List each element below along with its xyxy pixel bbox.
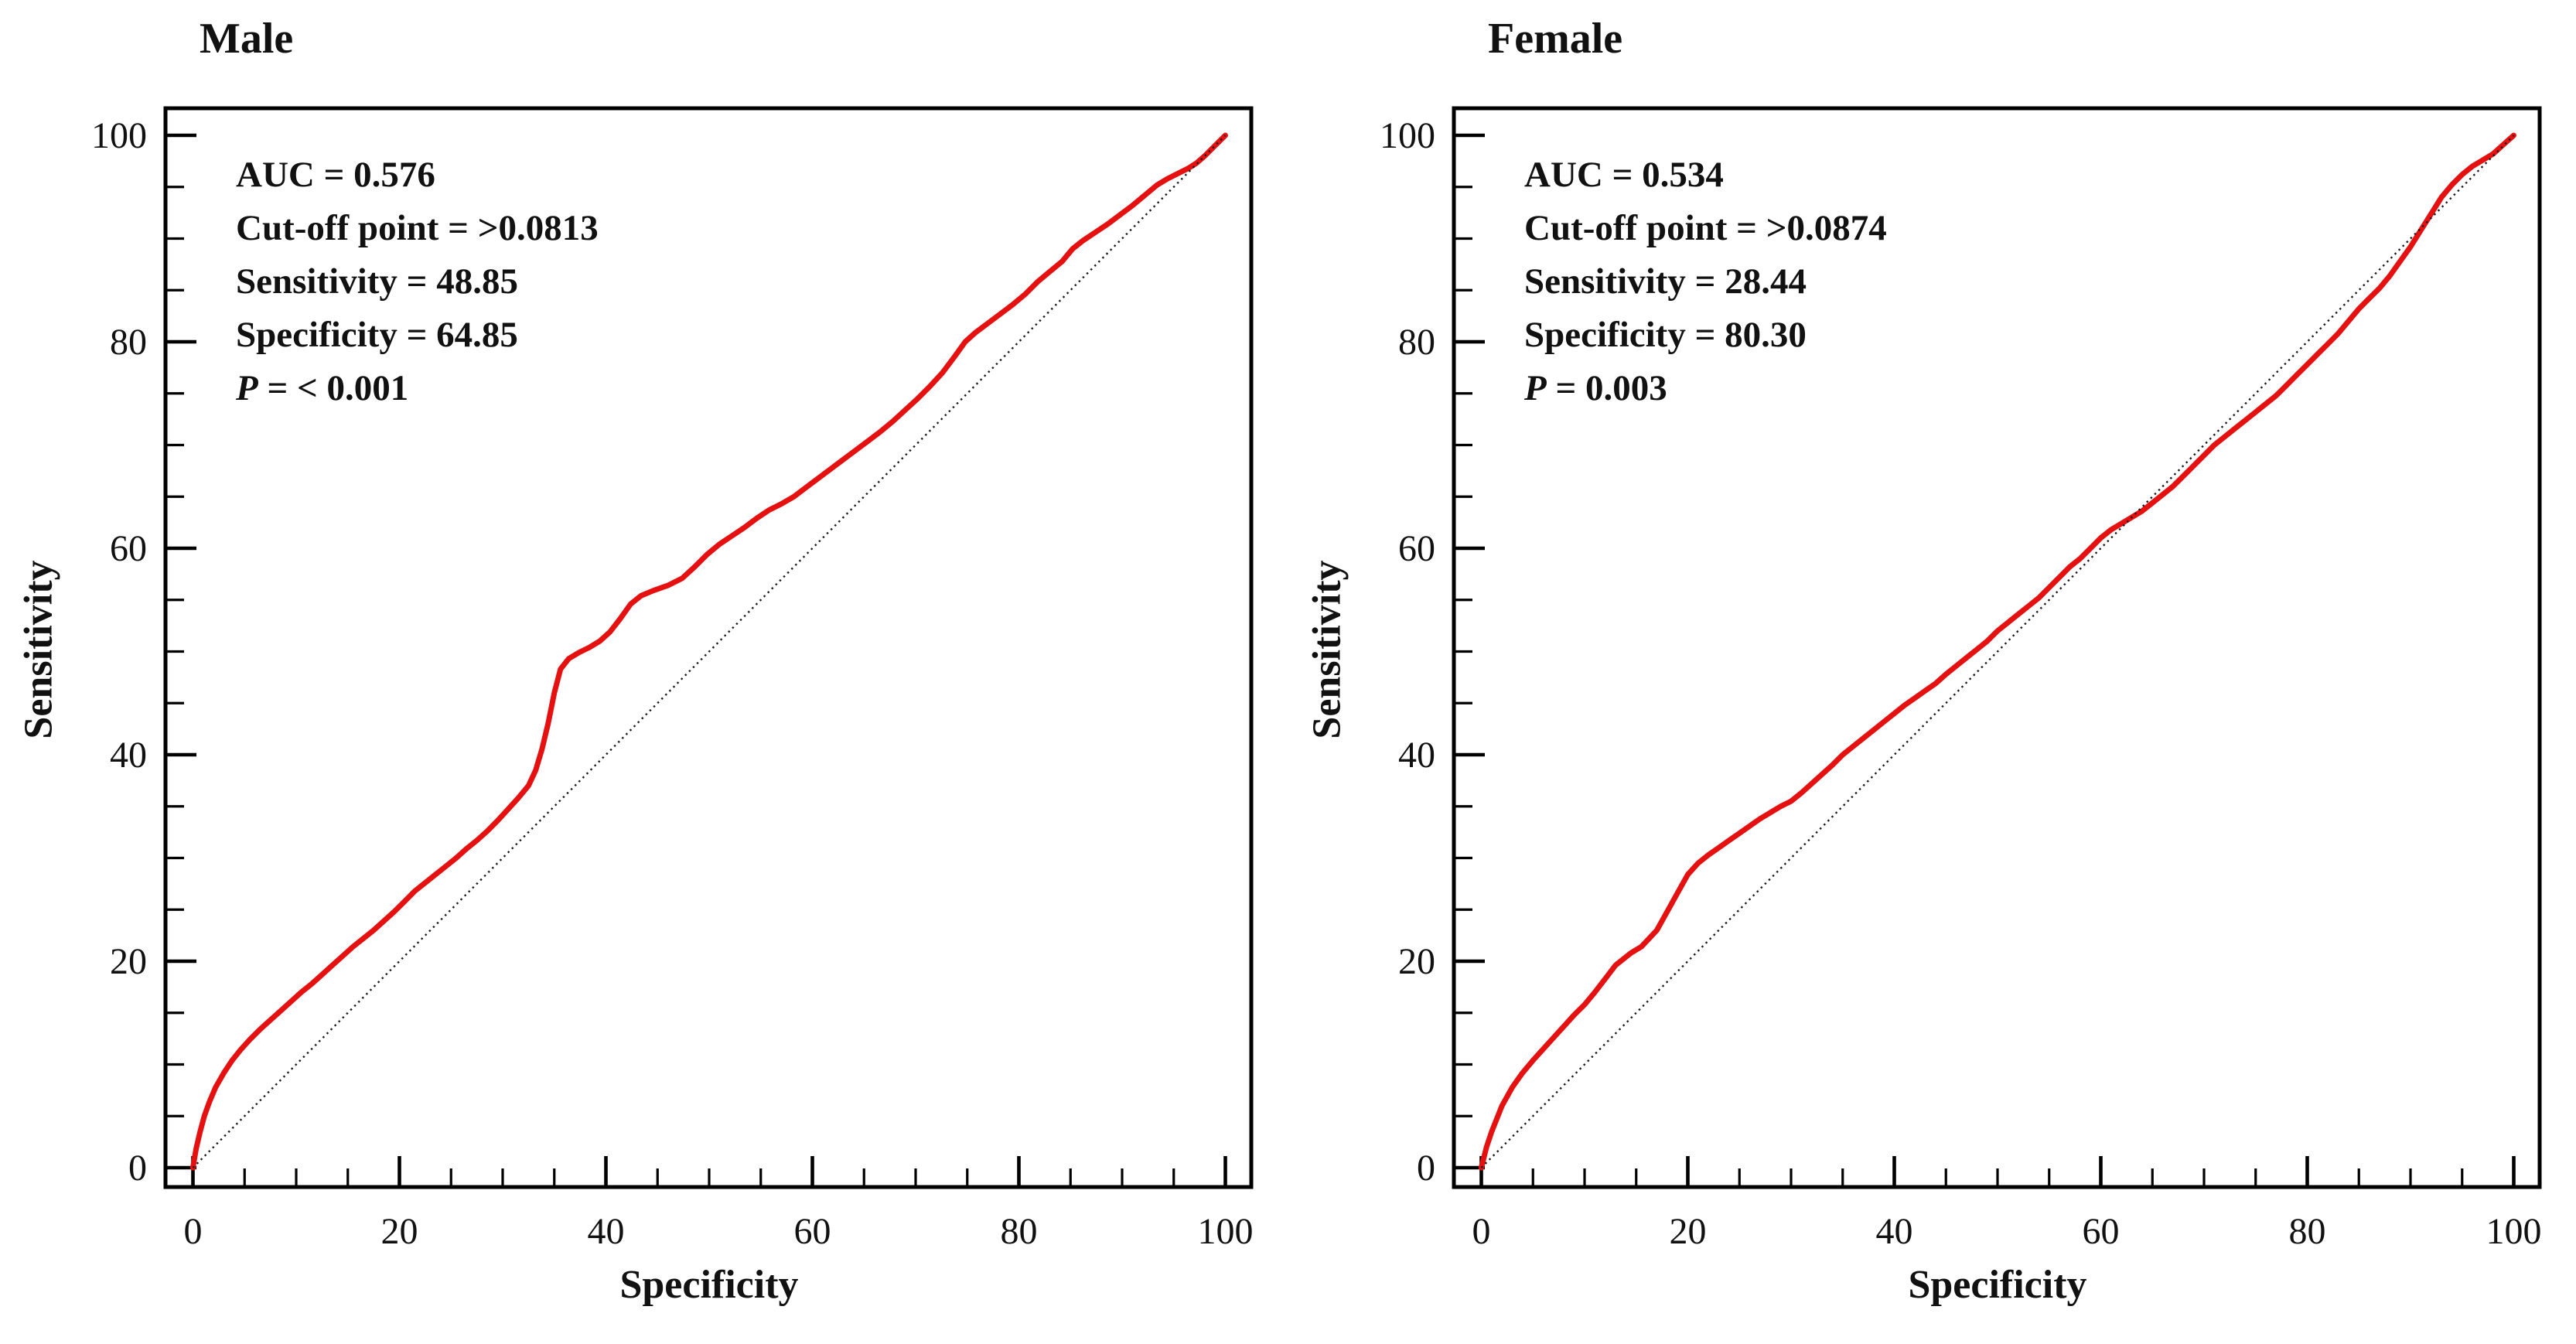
x-tick-label: 80: [2289, 1211, 2326, 1252]
x-tick-label: 20: [381, 1211, 418, 1252]
y-tick-label: 60: [1398, 528, 1435, 569]
annotation-specificity: Specificity = 64.85: [236, 315, 518, 355]
x-tick-label: 20: [1670, 1211, 1707, 1252]
stats-annotation-female: AUC = 0.534 Cut-off point = >0.0874 Sens…: [1524, 148, 1887, 415]
y-tick-label: 100: [1380, 115, 1435, 156]
x-tick-label: 80: [1001, 1211, 1038, 1252]
y-tick-label: 100: [91, 115, 147, 156]
annotation-p-value: P = 0.003: [1524, 362, 1887, 415]
annotation-cutoff: Cut-off point = >0.0874: [1524, 208, 1887, 248]
annotation-specificity: Specificity = 80.30: [1524, 315, 1807, 355]
x-tick-label: 60: [2083, 1211, 2120, 1252]
y-axis-label-female: Sensitivity: [1305, 560, 1349, 739]
x-tick-label: 40: [588, 1211, 625, 1252]
panel-female: 0 20 40 60 80 100 0 20 40 60 80 100 Female Sensitiv…: [1288, 0, 2576, 1344]
reference-diagonal: [192, 135, 1227, 1168]
x-tick-label: 60: [794, 1211, 831, 1252]
annotation-cutoff: Cut-off point = >0.0813: [236, 208, 599, 248]
p-symbol: P: [1524, 368, 1547, 408]
y-tick-label: 20: [1398, 941, 1435, 982]
x-axis-label-male: Specificity: [619, 1263, 799, 1307]
x-tick-label: 100: [1198, 1211, 1254, 1252]
y-tick-label: 20: [110, 941, 147, 982]
y-tick-label: 40: [1398, 735, 1435, 776]
panel-male: 0 20 40 60 80 100 0 20 40 60 80 100 Male Sensitivit…: [16, 15, 1254, 1307]
annotation-p-value: P = < 0.001: [236, 362, 599, 415]
plot-border: [1452, 106, 2542, 1189]
x-tick-label: 0: [1472, 1211, 1491, 1252]
annotation-sensitivity: Sensitivity = 28.44: [1524, 261, 1807, 302]
y-axis-label-male: Sensitivity: [16, 560, 61, 739]
y-tick-label: 80: [110, 322, 147, 363]
annotation-auc: AUC = 0.534: [1524, 155, 1724, 195]
y-tick-label: 0: [1417, 1148, 1435, 1189]
x-tick-label: 40: [1876, 1211, 1913, 1252]
roc-curve: [1479, 132, 2516, 1171]
p-value-text: = 0.003: [1546, 368, 1667, 408]
y-tick-label: 0: [128, 1148, 147, 1189]
annotation-sensitivity: Sensitivity = 48.85: [236, 261, 518, 302]
panel-title-male: Male: [200, 15, 294, 63]
y-tick-label: 60: [110, 528, 147, 569]
panel-title-female: Female: [1488, 15, 1623, 63]
y-tick-label: 80: [1398, 322, 1435, 363]
reference-diagonal: [1480, 135, 2515, 1168]
x-tick-label: 0: [184, 1211, 203, 1252]
roc-plot-canvas-female: 0 20 40 60 80 100 0 20 40 60 80 100: [1380, 106, 2542, 1252]
p-symbol: P: [236, 368, 258, 408]
roc-curve: [190, 132, 1228, 1171]
p-value-text: = < 0.001: [258, 368, 409, 408]
annotation-auc: AUC = 0.576: [236, 155, 435, 195]
stats-annotation-male: AUC = 0.576 Cut-off point = >0.0813 Sens…: [236, 148, 599, 415]
x-tick-label: 100: [2486, 1211, 2542, 1252]
x-axis-label-female: Specificity: [1908, 1263, 2087, 1307]
roc-plot-canvas-male: 0 20 40 60 80 100 0 20 40 60 80 100: [91, 106, 1254, 1252]
y-tick-label: 40: [110, 735, 147, 776]
plot-border: [163, 106, 1254, 1189]
